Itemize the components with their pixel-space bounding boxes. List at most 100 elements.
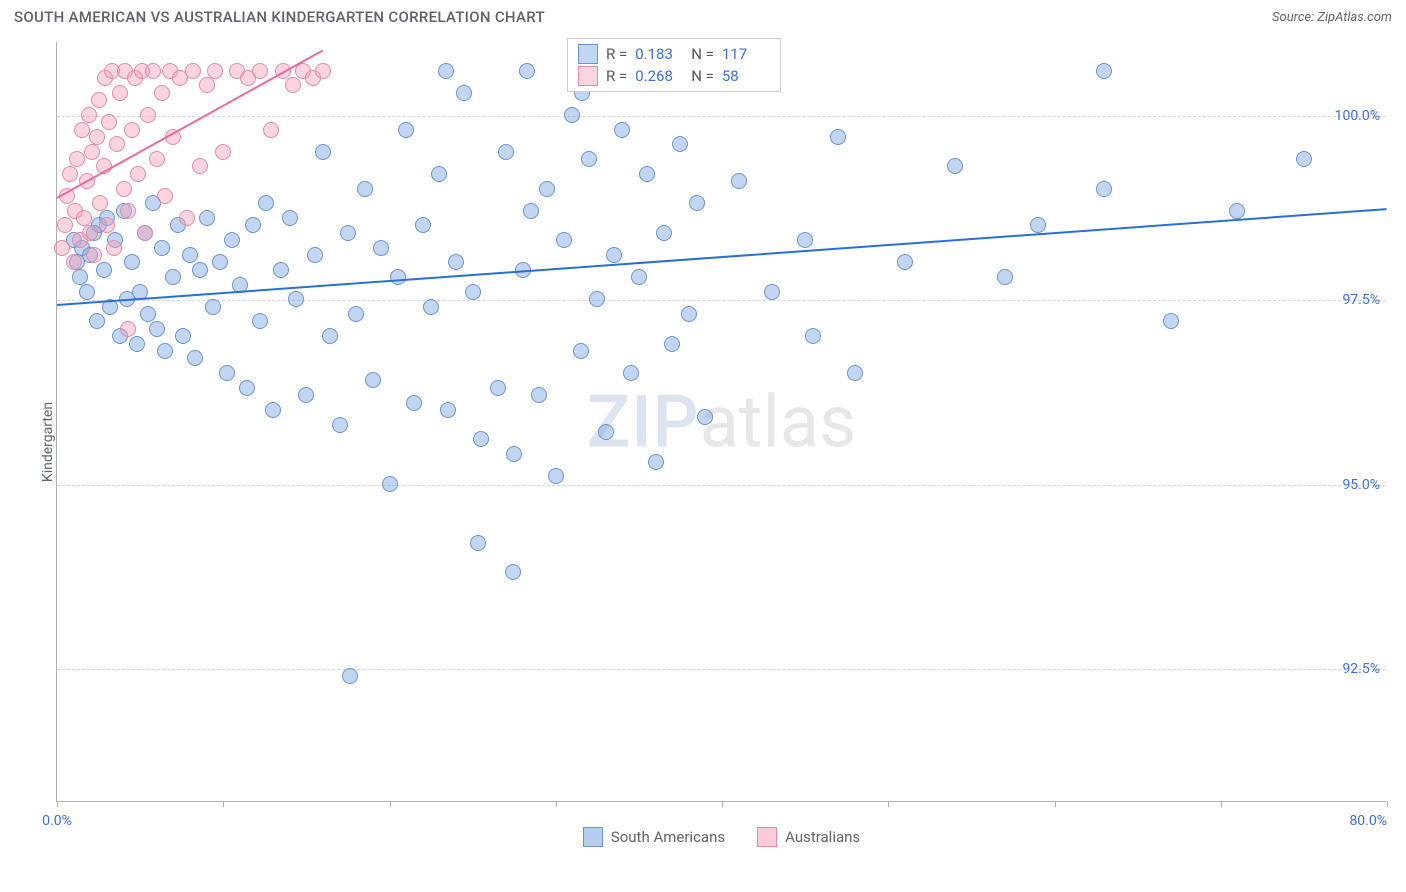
data-point: [498, 144, 514, 160]
gridline: [57, 669, 1386, 670]
data-point: [1096, 63, 1112, 79]
y-tick-label: 95.0%: [1342, 477, 1380, 493]
r-value: 0.183: [635, 43, 683, 65]
legend-swatch: [578, 44, 598, 64]
x-tick: [57, 801, 58, 807]
data-point: [79, 284, 95, 300]
data-point: [145, 63, 161, 79]
data-point: [465, 284, 481, 300]
y-axis-label: Kindergarten: [40, 402, 56, 482]
data-point: [315, 144, 331, 160]
data-point: [490, 380, 506, 396]
data-point: [199, 77, 215, 93]
correlation-legend-row: R =0.183N =117: [578, 43, 770, 65]
data-point: [505, 564, 521, 580]
gridline: [57, 485, 1386, 486]
data-point: [92, 195, 108, 211]
data-point: [431, 166, 447, 182]
data-point: [265, 402, 281, 418]
data-point: [112, 85, 128, 101]
correlation-legend: R =0.183N =117R =0.268N =58: [567, 38, 781, 92]
data-point: [648, 454, 664, 470]
data-point: [285, 77, 301, 93]
data-point: [137, 225, 153, 241]
data-point: [120, 321, 136, 337]
data-point: [506, 446, 522, 462]
data-point: [573, 343, 589, 359]
data-point: [140, 306, 156, 322]
data-point: [96, 262, 112, 278]
chart-title: SOUTH AMERICAN VS AUSTRALIAN KINDERGARTE…: [14, 8, 545, 26]
legend-label: South Americans: [611, 828, 725, 846]
data-point: [124, 122, 140, 138]
data-point: [154, 85, 170, 101]
data-point: [415, 217, 431, 233]
data-point: [606, 247, 622, 263]
data-point: [805, 328, 821, 344]
n-label: N =: [691, 43, 714, 65]
data-point: [564, 107, 580, 123]
data-point: [448, 254, 464, 270]
data-point: [175, 328, 191, 344]
r-label: R =: [606, 65, 627, 87]
data-point: [438, 63, 454, 79]
data-point: [398, 122, 414, 138]
watermark: ZIPatlas: [587, 379, 856, 464]
x-tick: [888, 801, 889, 807]
x-tick-label: 0.0%: [42, 813, 72, 829]
data-point: [1096, 181, 1112, 197]
data-point: [129, 336, 145, 352]
data-point: [187, 350, 203, 366]
data-point: [215, 144, 231, 160]
data-point: [373, 240, 389, 256]
data-point: [157, 343, 173, 359]
data-point: [623, 365, 639, 381]
data-point: [307, 247, 323, 263]
x-tick: [722, 801, 723, 807]
data-point: [672, 136, 688, 152]
data-point: [154, 240, 170, 256]
data-point: [348, 306, 364, 322]
data-point: [470, 535, 486, 551]
data-point: [440, 402, 456, 418]
data-point: [120, 203, 136, 219]
data-point: [342, 668, 358, 684]
data-point: [731, 173, 747, 189]
data-point: [252, 63, 268, 79]
data-point: [556, 232, 572, 248]
data-point: [947, 158, 963, 174]
data-point: [258, 195, 274, 211]
data-point: [523, 203, 539, 219]
x-tick: [1055, 801, 1056, 807]
data-point: [72, 269, 88, 285]
plot-region: ZIPatlas South AmericansAustralians 92.5…: [56, 42, 1386, 802]
data-point: [245, 217, 261, 233]
watermark-atlas: atlas: [700, 379, 857, 464]
data-point: [531, 387, 547, 403]
data-point: [365, 372, 381, 388]
data-point: [581, 151, 597, 167]
data-point: [116, 181, 132, 197]
data-point: [473, 431, 489, 447]
data-point: [382, 476, 398, 492]
data-point: [149, 151, 165, 167]
data-point: [89, 129, 105, 145]
data-point: [1030, 217, 1046, 233]
data-point: [199, 210, 215, 226]
x-tick: [556, 801, 557, 807]
correlation-legend-row: R =0.268N =58: [578, 65, 770, 87]
data-point: [192, 262, 208, 278]
x-tick-label: 80.0%: [1349, 813, 1387, 829]
data-point: [614, 122, 630, 138]
data-point: [764, 284, 780, 300]
chart-area: Kindergarten ZIPatlas South AmericansAus…: [0, 32, 1406, 852]
data-point: [830, 129, 846, 145]
data-point: [205, 299, 221, 315]
data-point: [89, 313, 105, 329]
data-point: [656, 225, 672, 241]
data-point: [109, 136, 125, 152]
data-point: [598, 424, 614, 440]
data-point: [340, 225, 356, 241]
data-point: [631, 269, 647, 285]
data-point: [219, 365, 235, 381]
